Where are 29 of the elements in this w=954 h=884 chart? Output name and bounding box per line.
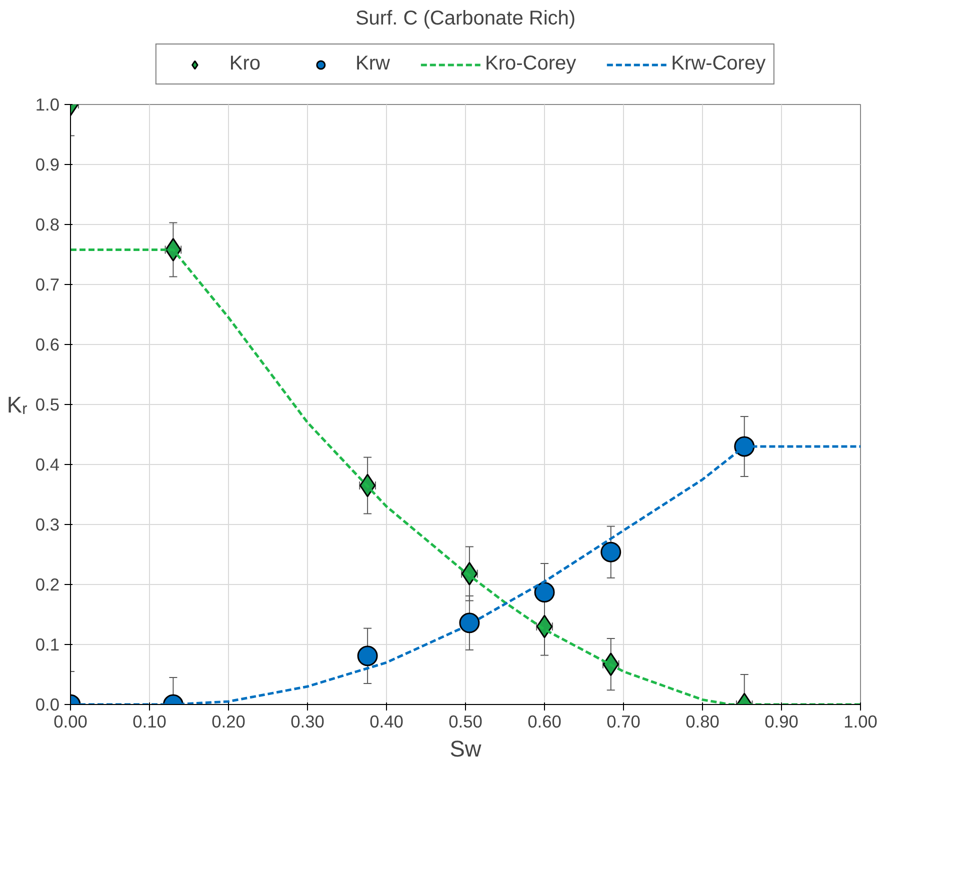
legend-label: Kro: [229, 52, 261, 76]
y-tick-label: 0.2: [35, 574, 60, 594]
y-tick-label: 0.5: [35, 394, 60, 414]
x-tick-label: 0.20: [212, 712, 246, 732]
x-tick-label: 0.70: [606, 712, 640, 732]
x-tick-label: 0.00: [54, 712, 88, 732]
legend-label: Krw: [356, 52, 390, 76]
x-tick-label: 0.80: [686, 712, 720, 732]
y-tick-label: 1.0: [35, 94, 60, 114]
y-tick-label: 0.0: [35, 694, 60, 714]
y-axis-title: Kᵣ: [6, 392, 28, 418]
x-tick-label: 0.50: [448, 712, 482, 732]
x-tick-label: 0.30: [290, 712, 324, 732]
x-tick-label: 0.10: [132, 712, 166, 732]
y-tick-label: 0.9: [35, 154, 60, 174]
y-tick-label: 0.1: [35, 634, 60, 654]
y-tick-label: 0.4: [35, 454, 60, 474]
x-tick-label: 0.60: [528, 712, 562, 732]
y-tick-label: 0.8: [35, 214, 60, 234]
chart-title: Surf. C (Carbonate Rich): [355, 8, 576, 30]
x-tick-label: 1.00: [844, 712, 878, 732]
legend-label: Kro-Corey: [484, 52, 576, 76]
x-tick-label: 0.40: [370, 712, 404, 732]
y-tick-label: 0.3: [35, 514, 60, 534]
legend-label: Krw-Corey: [671, 52, 766, 76]
y-tick-label: 0.7: [35, 274, 60, 294]
x-axis-title: Sw: [450, 736, 482, 762]
x-tick-label: 0.90: [764, 712, 798, 732]
y-tick-label: 0.6: [35, 334, 60, 354]
